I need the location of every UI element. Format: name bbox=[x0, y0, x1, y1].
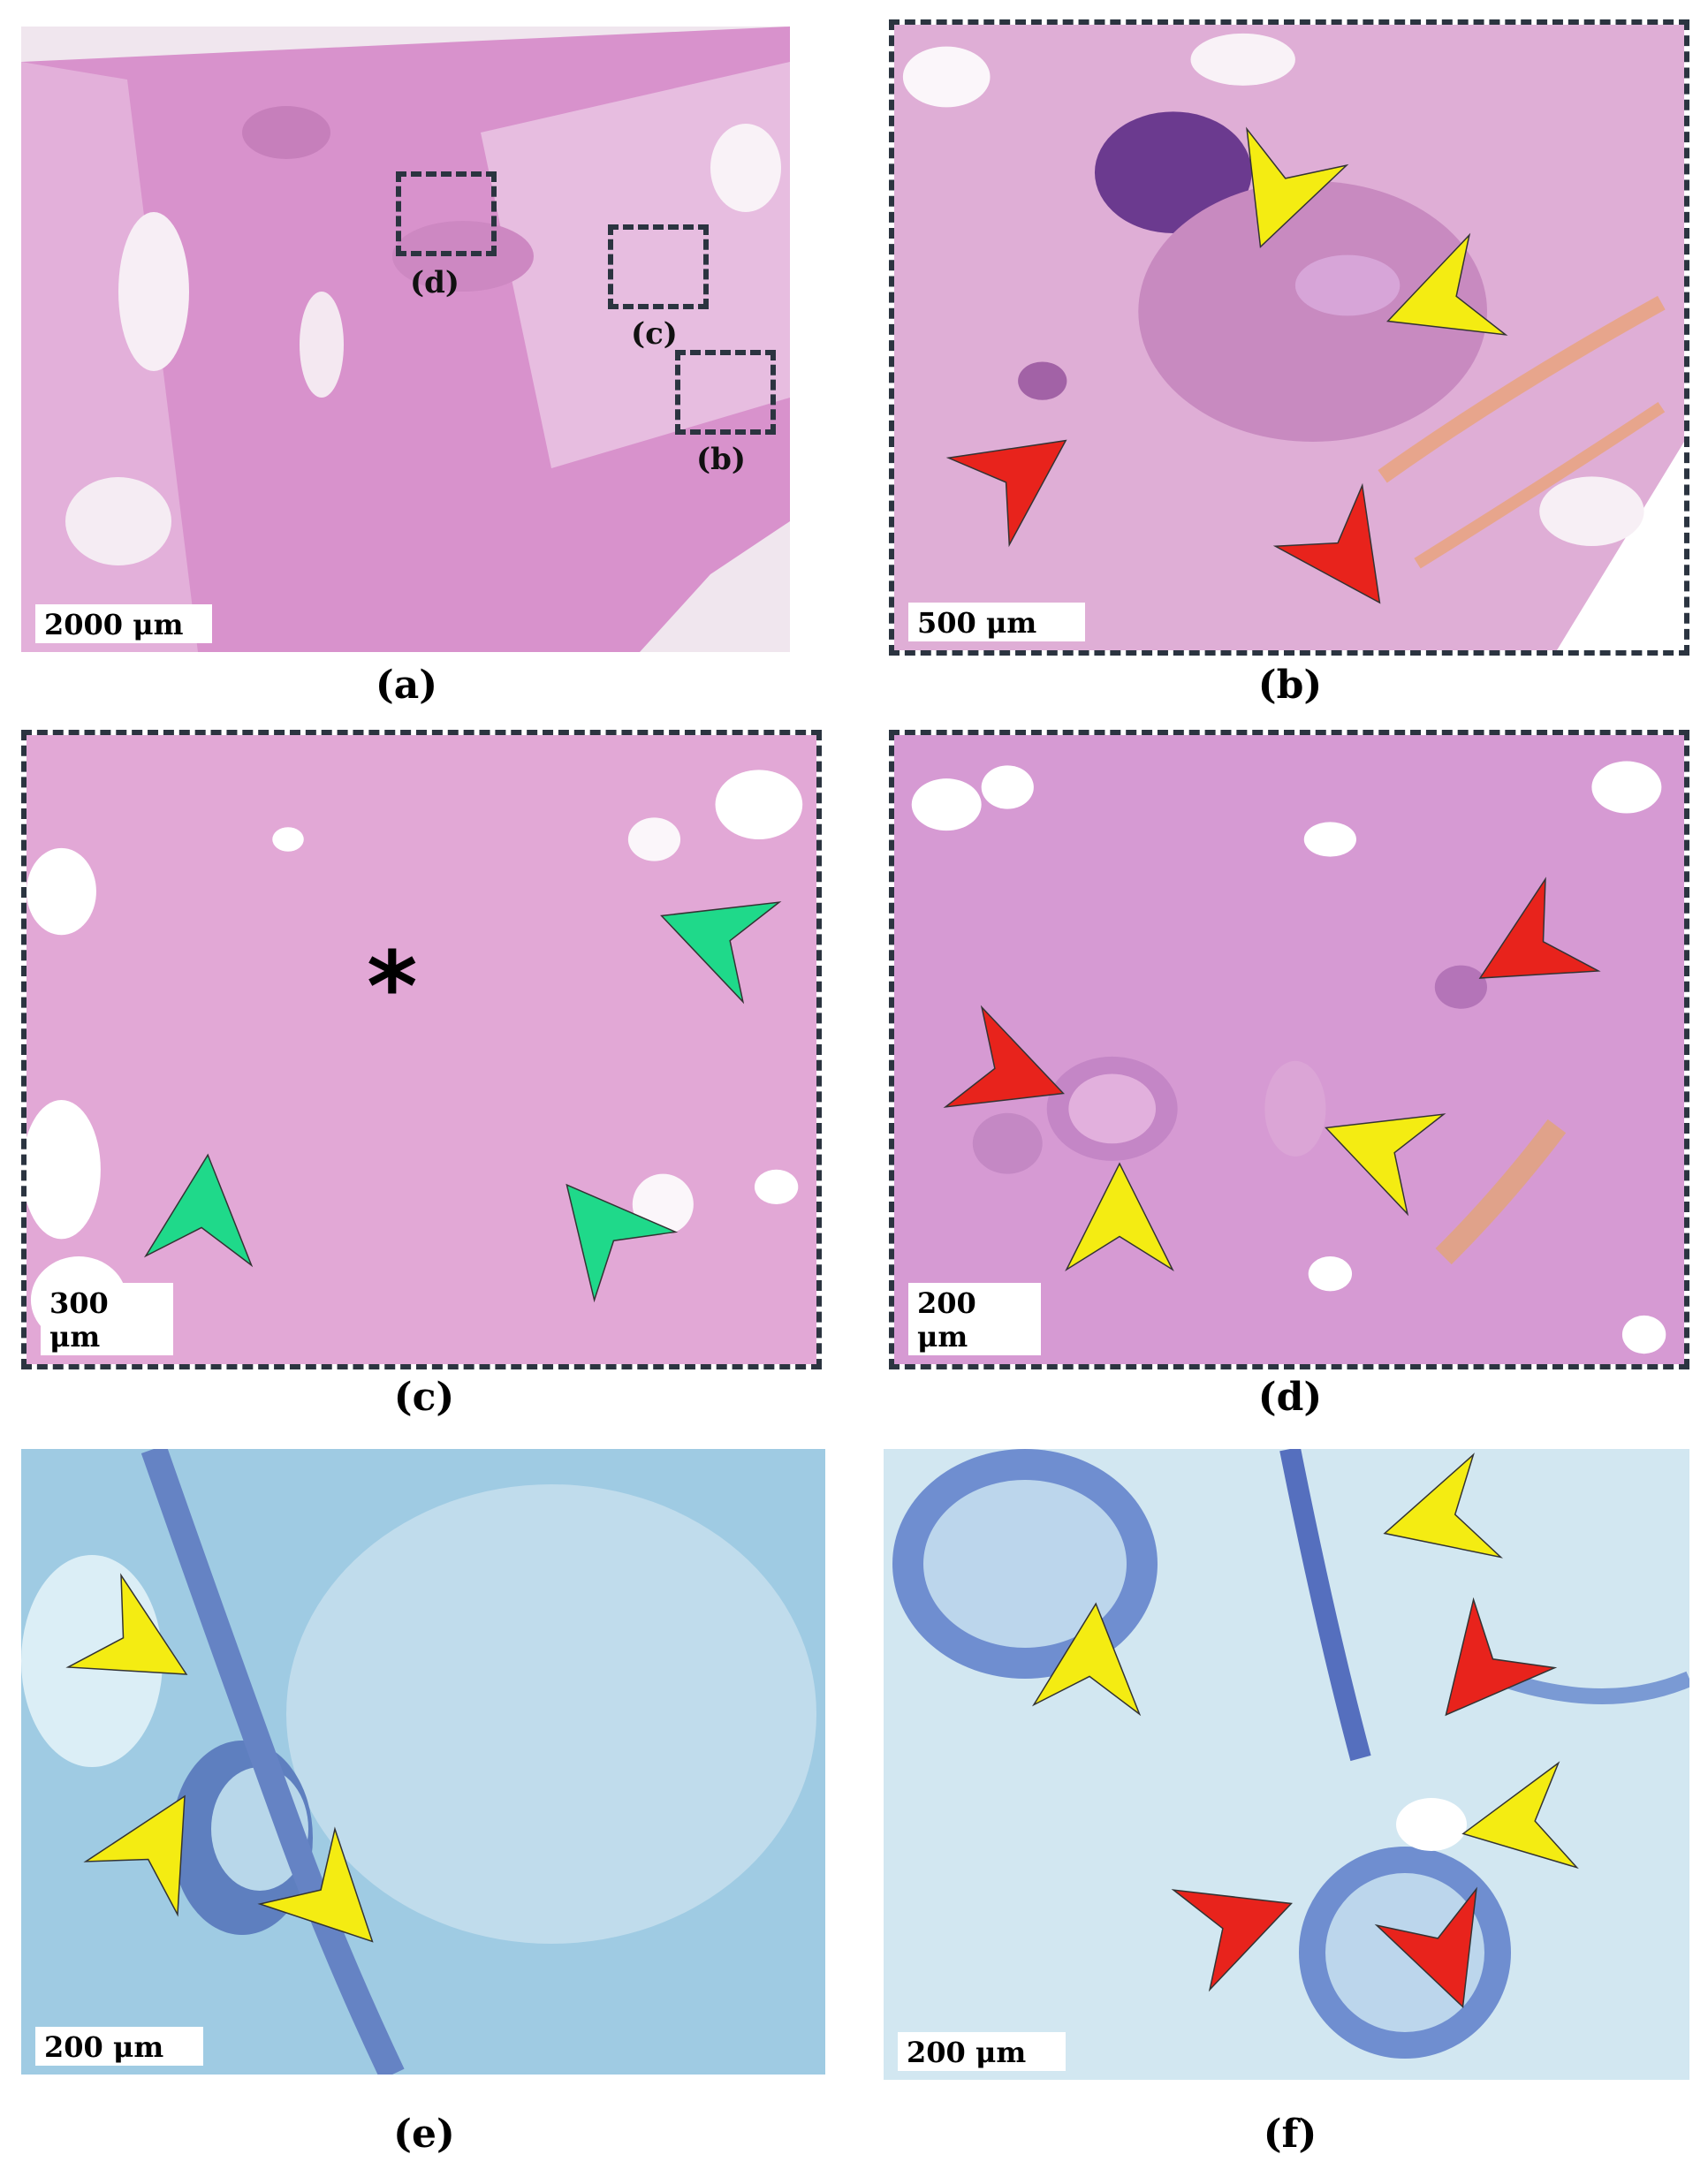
green-arrow-icon bbox=[132, 1136, 276, 1280]
yellow-arrow-icon bbox=[1053, 1150, 1186, 1283]
roi-label-b: (b) bbox=[696, 442, 746, 477]
scale-bar-label: 200 μm bbox=[908, 1283, 1041, 1355]
yellow-arrow-icon bbox=[1439, 1748, 1592, 1901]
panel-f-image: 200 μm bbox=[884, 1449, 1689, 2080]
roi-label-c: (c) bbox=[631, 316, 678, 352]
roi-box-d bbox=[396, 171, 497, 256]
asterisk-marker: * bbox=[367, 930, 418, 1043]
panel-d-image: 200 μm bbox=[889, 730, 1689, 1369]
panel-a-image: (d) (c) (b) 2000 μm bbox=[21, 27, 790, 652]
panel-caption-b: (b) bbox=[1257, 663, 1323, 708]
yellow-arrow-icon bbox=[1020, 1585, 1164, 1729]
he-overview-tissue bbox=[21, 27, 790, 652]
roi-box-c bbox=[608, 224, 709, 309]
he-tissue-d bbox=[894, 735, 1684, 1364]
scale-bar-label: 200 μm bbox=[898, 2032, 1066, 2071]
roi-box-b bbox=[675, 350, 776, 435]
panel-caption-f: (f) bbox=[1263, 2112, 1317, 2157]
panel-caption-e: (e) bbox=[393, 2112, 455, 2157]
scale-bar-label: 200 μm bbox=[35, 2027, 203, 2066]
panel-c-image: * 300 μm bbox=[21, 730, 822, 1369]
panel-e-image: 200 μm bbox=[21, 1449, 825, 2075]
he-tissue-c bbox=[27, 735, 816, 1364]
panel-caption-d: (d) bbox=[1257, 1375, 1323, 1420]
panel-b-image: 500 μm bbox=[889, 19, 1689, 656]
scale-bar-label: 2000 μm bbox=[35, 604, 212, 643]
scale-bar-label: 300 μm bbox=[41, 1283, 173, 1355]
roi-label-d: (d) bbox=[410, 265, 459, 300]
panel-caption-a: (a) bbox=[375, 663, 438, 708]
scale-bar-label: 500 μm bbox=[908, 603, 1085, 641]
panel-caption-c: (c) bbox=[393, 1375, 455, 1420]
